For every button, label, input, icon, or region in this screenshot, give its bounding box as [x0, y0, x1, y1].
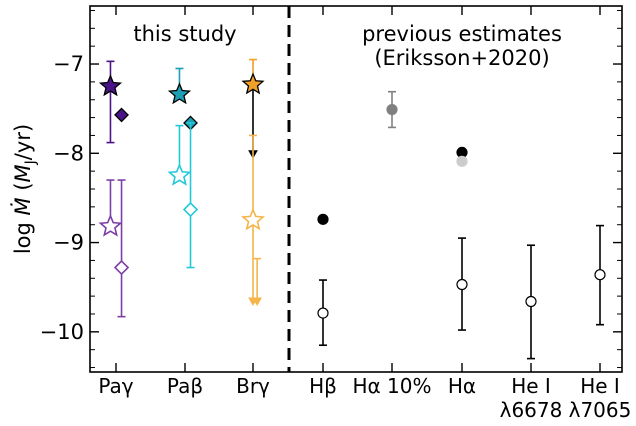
data-point-circle	[525, 295, 537, 308]
x-tick-label: Paβ	[167, 374, 203, 398]
x-tick-label: Hα	[448, 374, 476, 398]
data-point-diamond	[113, 259, 130, 276]
y-tick-label: −8	[53, 141, 84, 165]
svg-text:log Ṁ (MJ/yr): log Ṁ (MJ/yr)	[10, 124, 39, 254]
ylabel-unit: (	[11, 182, 35, 197]
data-point-star	[98, 74, 123, 97]
annotation-previous-estimates: previous estimates	[362, 22, 562, 46]
ylabel-yr: /yr)	[11, 124, 35, 160]
ylabel-mdot: Ṁ	[10, 197, 35, 215]
data-point-star	[241, 72, 265, 95]
y-tick-label: −7	[53, 52, 84, 76]
data-point-circle	[386, 103, 398, 116]
x-tick-label: Brγ	[236, 374, 270, 398]
ylabel-j-sub: J	[23, 160, 39, 165]
x-tick-label-line2: λ7065	[569, 398, 632, 422]
annotation-eriksson: (Eriksson+2020)	[374, 46, 549, 70]
data-point-star	[241, 207, 265, 231]
y-axis-label: log Ṁ (MJ/yr)	[10, 124, 39, 254]
data-point-circle	[317, 213, 329, 225]
x-tick-label: Hβ	[309, 374, 337, 398]
annotation-this-study: this study	[133, 22, 236, 46]
data-point-circle	[594, 269, 606, 281]
x-tick-label-line2: λ6678	[500, 398, 563, 422]
data-point-star	[167, 163, 192, 186]
data-point-circle	[317, 307, 329, 319]
data-point-circle	[456, 278, 468, 291]
ylabel-mj: M	[11, 164, 35, 182]
marks-layer	[98, 58, 606, 360]
y-tick-label: −9	[53, 231, 84, 255]
upper-limit-arrowhead	[252, 297, 263, 307]
data-point-diamond	[114, 107, 129, 123]
data-point-circle	[456, 155, 468, 167]
ylabel-log: log	[11, 215, 35, 254]
data-point-star	[98, 213, 123, 237]
x-tick-label: He I	[580, 374, 620, 398]
x-tick-label: He I	[511, 374, 551, 398]
x-tick-label: Hα 10%	[352, 374, 431, 398]
y-tick-label: −10	[40, 320, 84, 344]
x-tick-label: Paγ	[98, 374, 133, 398]
data-point-star	[167, 82, 192, 105]
plot-frame	[89, 5, 623, 373]
data-point-diamond	[182, 201, 199, 218]
